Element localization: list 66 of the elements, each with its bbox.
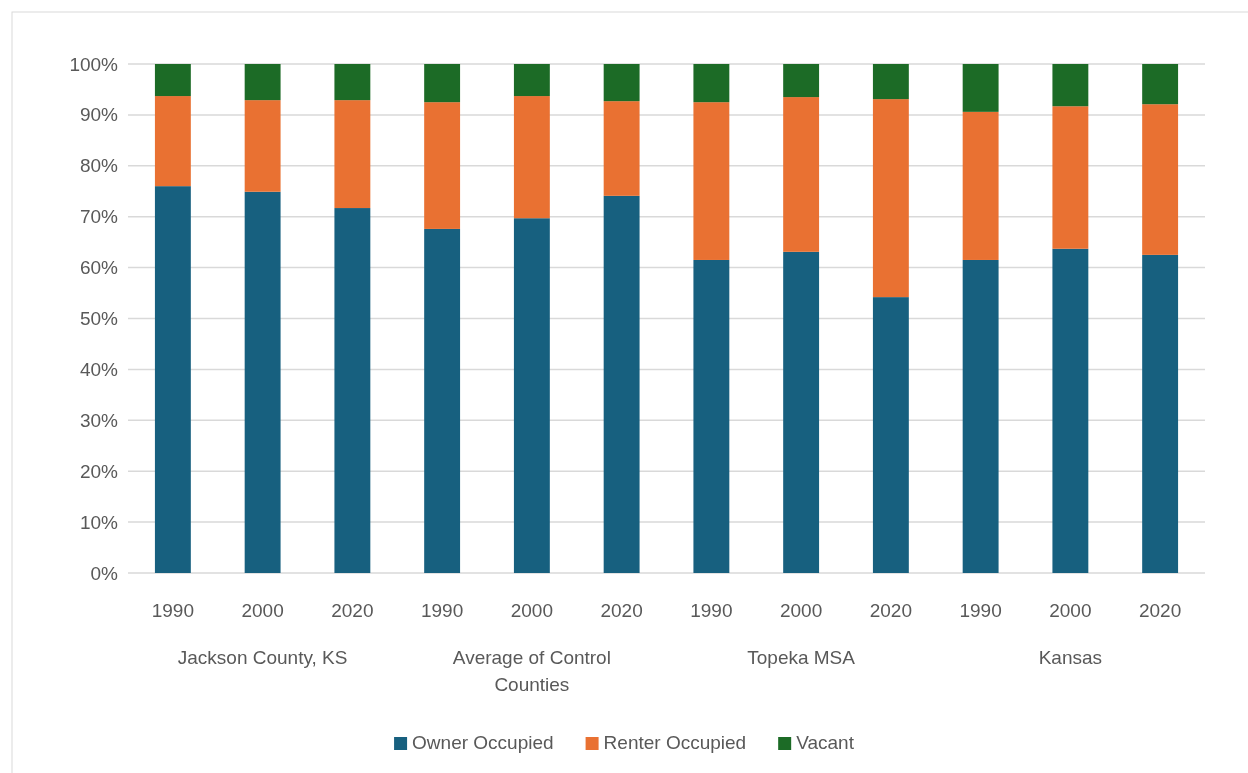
bar bbox=[872, 64, 909, 100]
y-tick-label: 40% bbox=[79, 358, 119, 380]
x-tick-label: 2000 bbox=[1049, 600, 1092, 621]
bar bbox=[334, 208, 371, 573]
legend-label: Renter Occupied bbox=[603, 732, 747, 753]
bar bbox=[513, 96, 550, 219]
y-tick-label: 90% bbox=[79, 104, 119, 126]
x-tick-label: 2020 bbox=[1138, 600, 1182, 621]
bar bbox=[334, 64, 371, 101]
bar bbox=[424, 64, 461, 103]
bar bbox=[962, 111, 999, 260]
bar bbox=[154, 186, 191, 573]
bar bbox=[872, 297, 909, 573]
y-tick-label: 100% bbox=[69, 53, 119, 75]
bar bbox=[872, 99, 909, 298]
x-tick-label: 1990 bbox=[420, 600, 464, 621]
x-tick-label: 2020 bbox=[331, 600, 374, 621]
y-tick-label: 60% bbox=[79, 257, 119, 279]
text: Topeka MSA bbox=[747, 647, 856, 668]
bar bbox=[783, 251, 820, 573]
x-tick-label: 1990 bbox=[959, 600, 1002, 621]
bar bbox=[334, 100, 371, 209]
y-tick-label: 20% bbox=[79, 460, 119, 482]
bar bbox=[1142, 254, 1179, 573]
bar bbox=[693, 64, 730, 103]
bar bbox=[783, 64, 820, 98]
y-tick-label: 50% bbox=[79, 308, 119, 330]
bar bbox=[962, 259, 999, 573]
bar bbox=[1052, 248, 1089, 573]
legend-label: Vacant bbox=[796, 732, 855, 753]
x-tick-label: 2000 bbox=[779, 600, 823, 621]
bar bbox=[693, 102, 730, 260]
bar bbox=[693, 259, 730, 573]
x-tick-label: 2000 bbox=[241, 600, 284, 621]
y-tick-label: 70% bbox=[79, 206, 119, 228]
x-tick-label: 2020 bbox=[600, 600, 643, 621]
bar bbox=[513, 218, 550, 573]
text: Average of Control Counties bbox=[452, 647, 611, 695]
bar bbox=[244, 64, 281, 101]
text: Kansas bbox=[1038, 647, 1103, 668]
y-tick-label: 0% bbox=[90, 562, 119, 584]
bar bbox=[513, 64, 550, 97]
bar bbox=[1052, 64, 1089, 107]
text: Jackson County, KS bbox=[177, 647, 348, 668]
bar bbox=[154, 96, 191, 187]
x-tick-label: 2000 bbox=[510, 600, 554, 621]
bar bbox=[1142, 104, 1179, 255]
legend-label: Owner Occupied bbox=[412, 732, 554, 753]
bar bbox=[424, 228, 461, 573]
bar bbox=[154, 64, 191, 97]
bar bbox=[962, 64, 999, 112]
x-tick-label: 2020 bbox=[869, 600, 913, 621]
bar bbox=[1052, 106, 1089, 249]
x-tick-label: 1990 bbox=[151, 600, 195, 621]
bar bbox=[603, 195, 640, 573]
bar bbox=[244, 100, 281, 192]
bar bbox=[603, 64, 640, 102]
y-tick-label: 80% bbox=[79, 155, 119, 177]
y-tick-label: 30% bbox=[79, 409, 119, 431]
bar bbox=[424, 102, 461, 229]
bar bbox=[244, 191, 281, 573]
bar bbox=[1142, 64, 1179, 105]
bar bbox=[603, 101, 640, 196]
bar bbox=[783, 97, 820, 252]
y-tick-label: 10% bbox=[79, 511, 119, 533]
x-tick-label: 1990 bbox=[690, 600, 733, 621]
